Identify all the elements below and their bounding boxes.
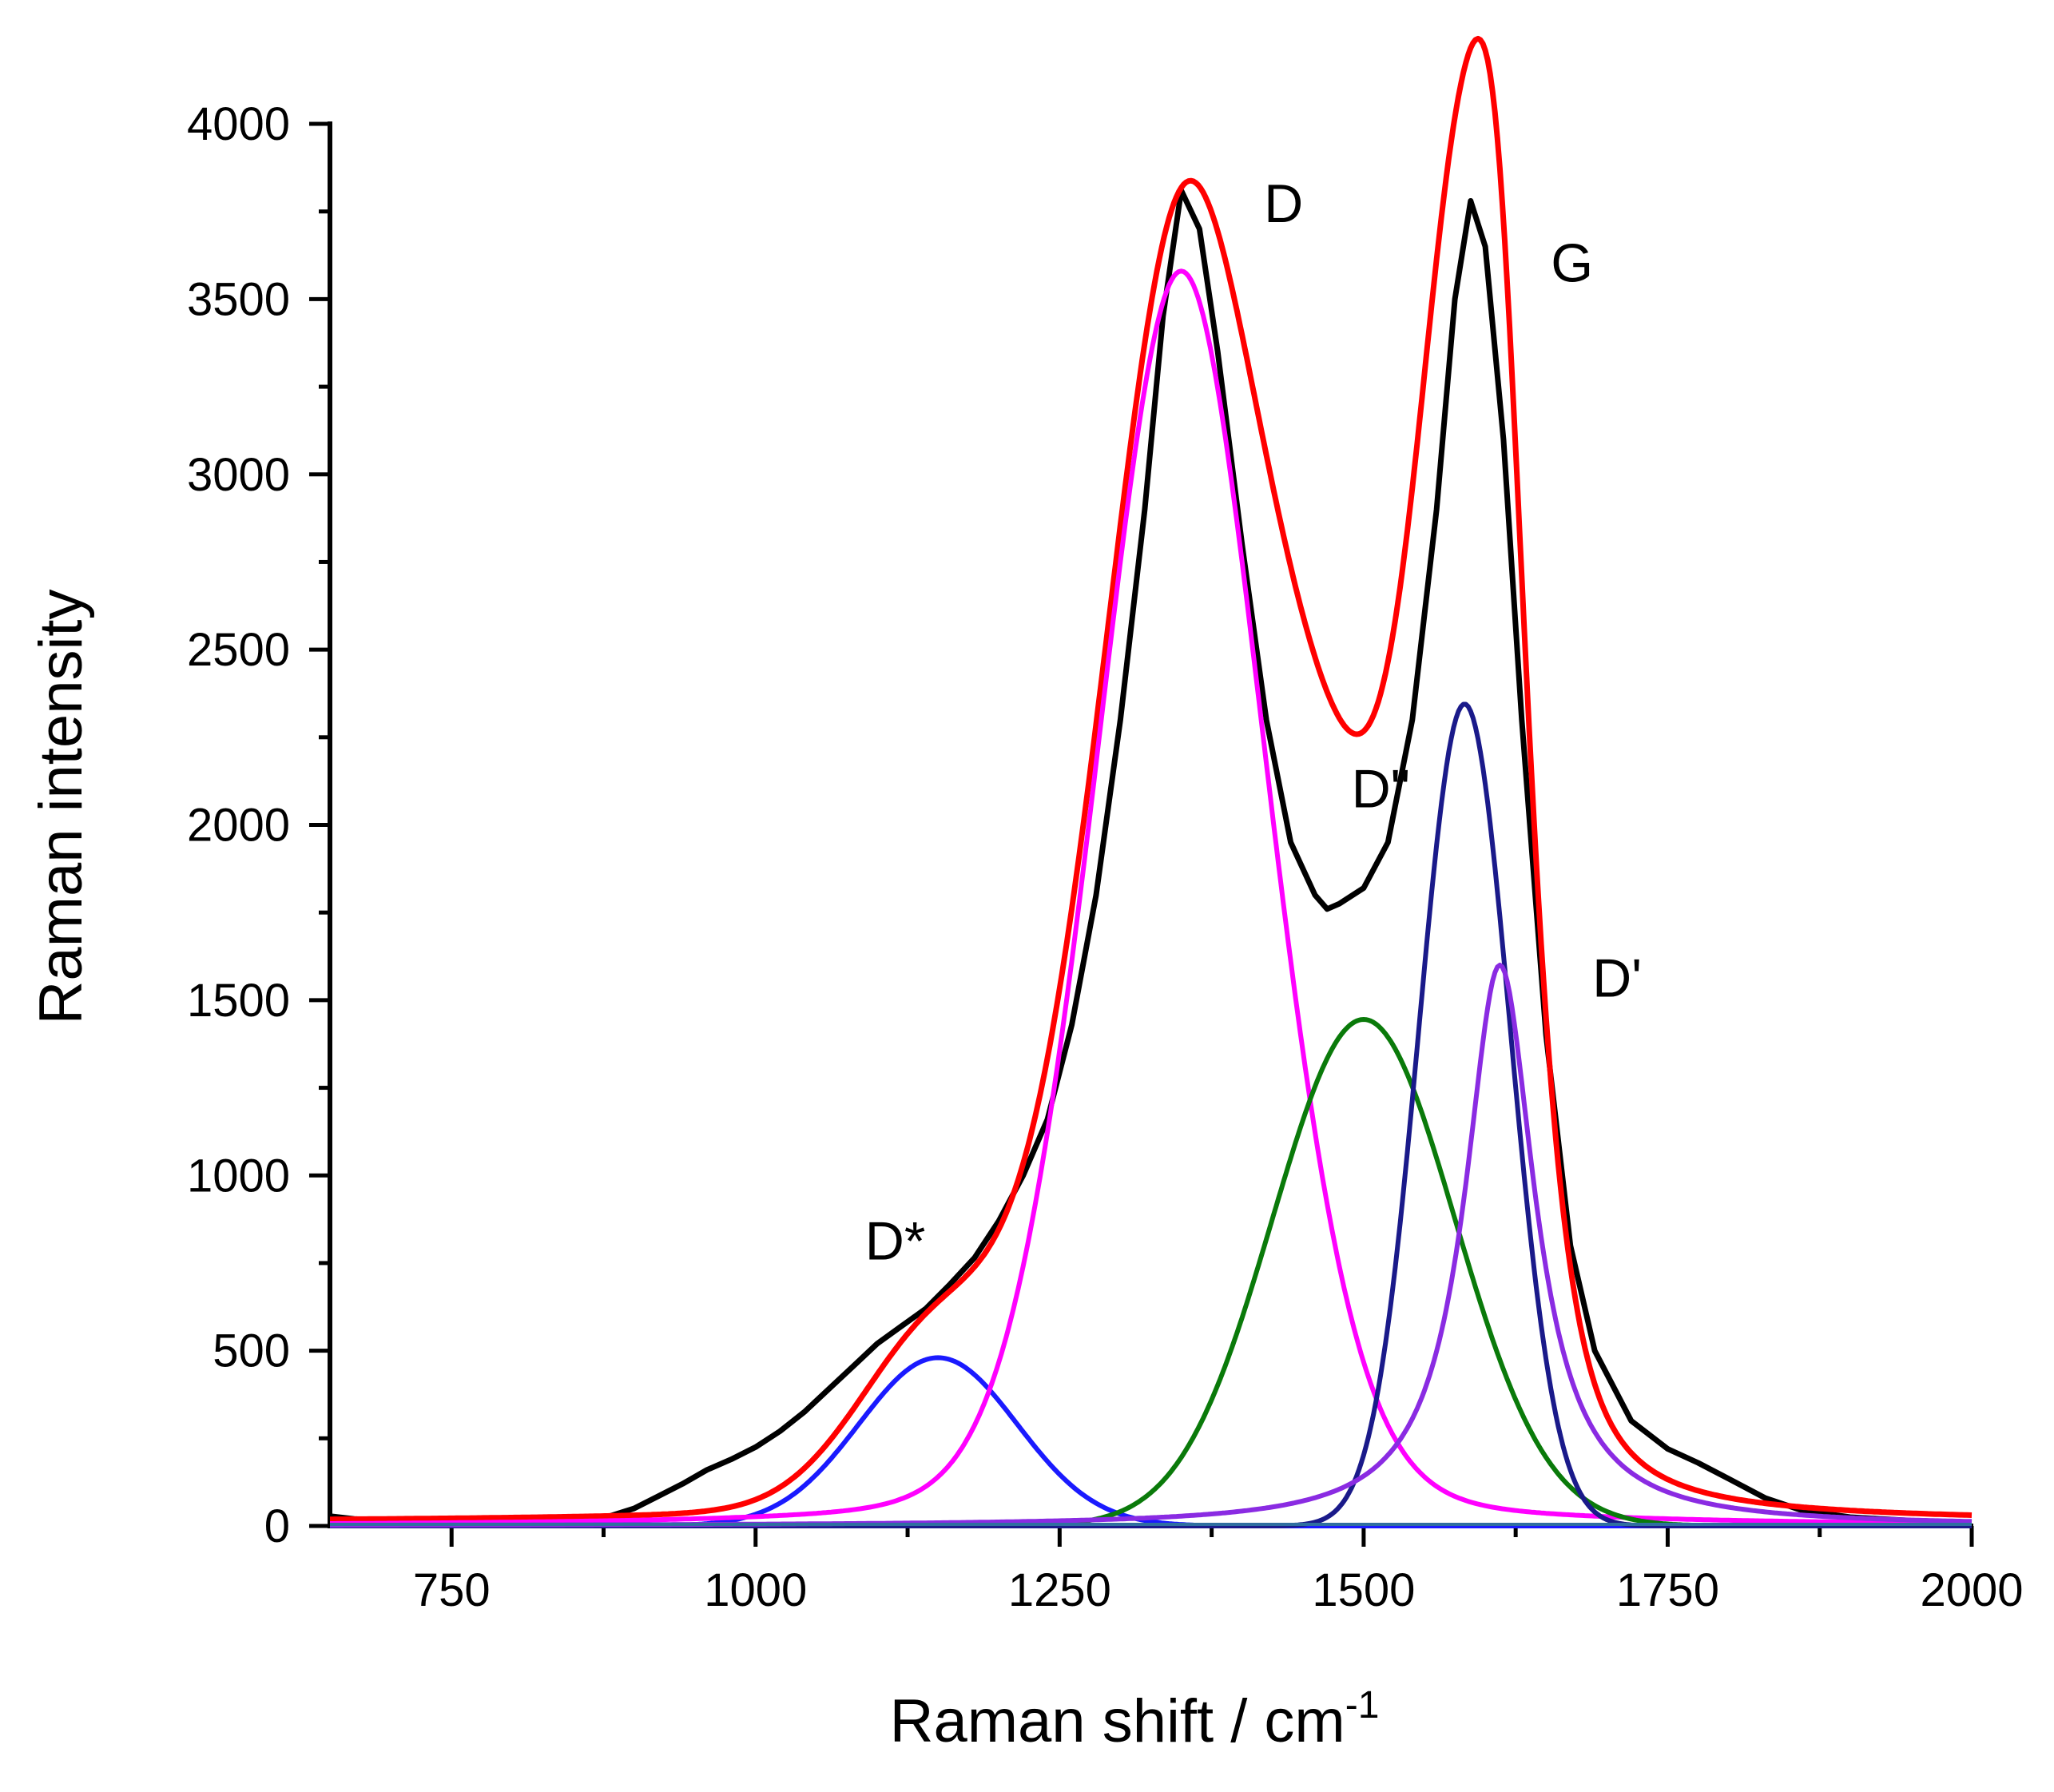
series-layer: [329, 35, 1973, 1528]
y-tick-label: 4000: [187, 98, 290, 150]
component-peak-dstar-line: [330, 1355, 1972, 1528]
y-tick-label: 2500: [187, 624, 290, 676]
measured-spectrum-line: [329, 187, 1973, 1526]
x-tick-label: 1250: [1008, 1564, 1111, 1616]
component-peak-d-line: [330, 963, 1972, 1528]
peak-label: D': [1592, 948, 1642, 1008]
y-tick-label: 500: [213, 1325, 290, 1377]
peak-label: G: [1551, 232, 1593, 293]
x-tick-label: 2000: [1920, 1564, 2023, 1616]
x-tick-label: 1500: [1312, 1564, 1415, 1616]
component-peak-d-line: [330, 268, 1972, 1526]
component-peak-d-line: [330, 1017, 1972, 1528]
peak-label: D*: [865, 1211, 926, 1272]
axes: 0 500 1000 1500 2000 2500 3000 3500 4000 750 1000…: [187, 98, 2024, 1616]
peak-labels: D* D D" G D': [865, 173, 1642, 1272]
y-axis-title: Raman intensity: [27, 590, 95, 1025]
component-peak-g-line: [330, 701, 1972, 1528]
x-tick-label: 750: [413, 1564, 491, 1616]
x-tick-label: 1000: [704, 1564, 807, 1616]
y-axis-ticks: 0 500 1000 1500 2000 2500 3000 3500 4000: [187, 98, 330, 1552]
x-axis-title-superscript: -1: [1345, 1684, 1380, 1726]
y-tick-label: 3000: [187, 449, 290, 501]
peak-label: D: [1264, 173, 1303, 234]
y-tick-label: 1500: [187, 975, 290, 1027]
y-tick-label: 1000: [187, 1150, 290, 1202]
peak-label: D": [1352, 759, 1410, 820]
cumulative-fit-line: [329, 35, 1973, 1523]
y-tick-label: 2000: [187, 800, 290, 852]
y-tick-label: 3500: [187, 273, 290, 325]
x-axis-title: Raman shift / cm-1: [890, 1684, 1380, 1755]
x-tick-label: 1750: [1616, 1564, 1719, 1616]
x-axis-ticks: 750 1000 1250 1500 1750 2000: [413, 1526, 2024, 1616]
y-tick-label: 0: [264, 1500, 290, 1552]
